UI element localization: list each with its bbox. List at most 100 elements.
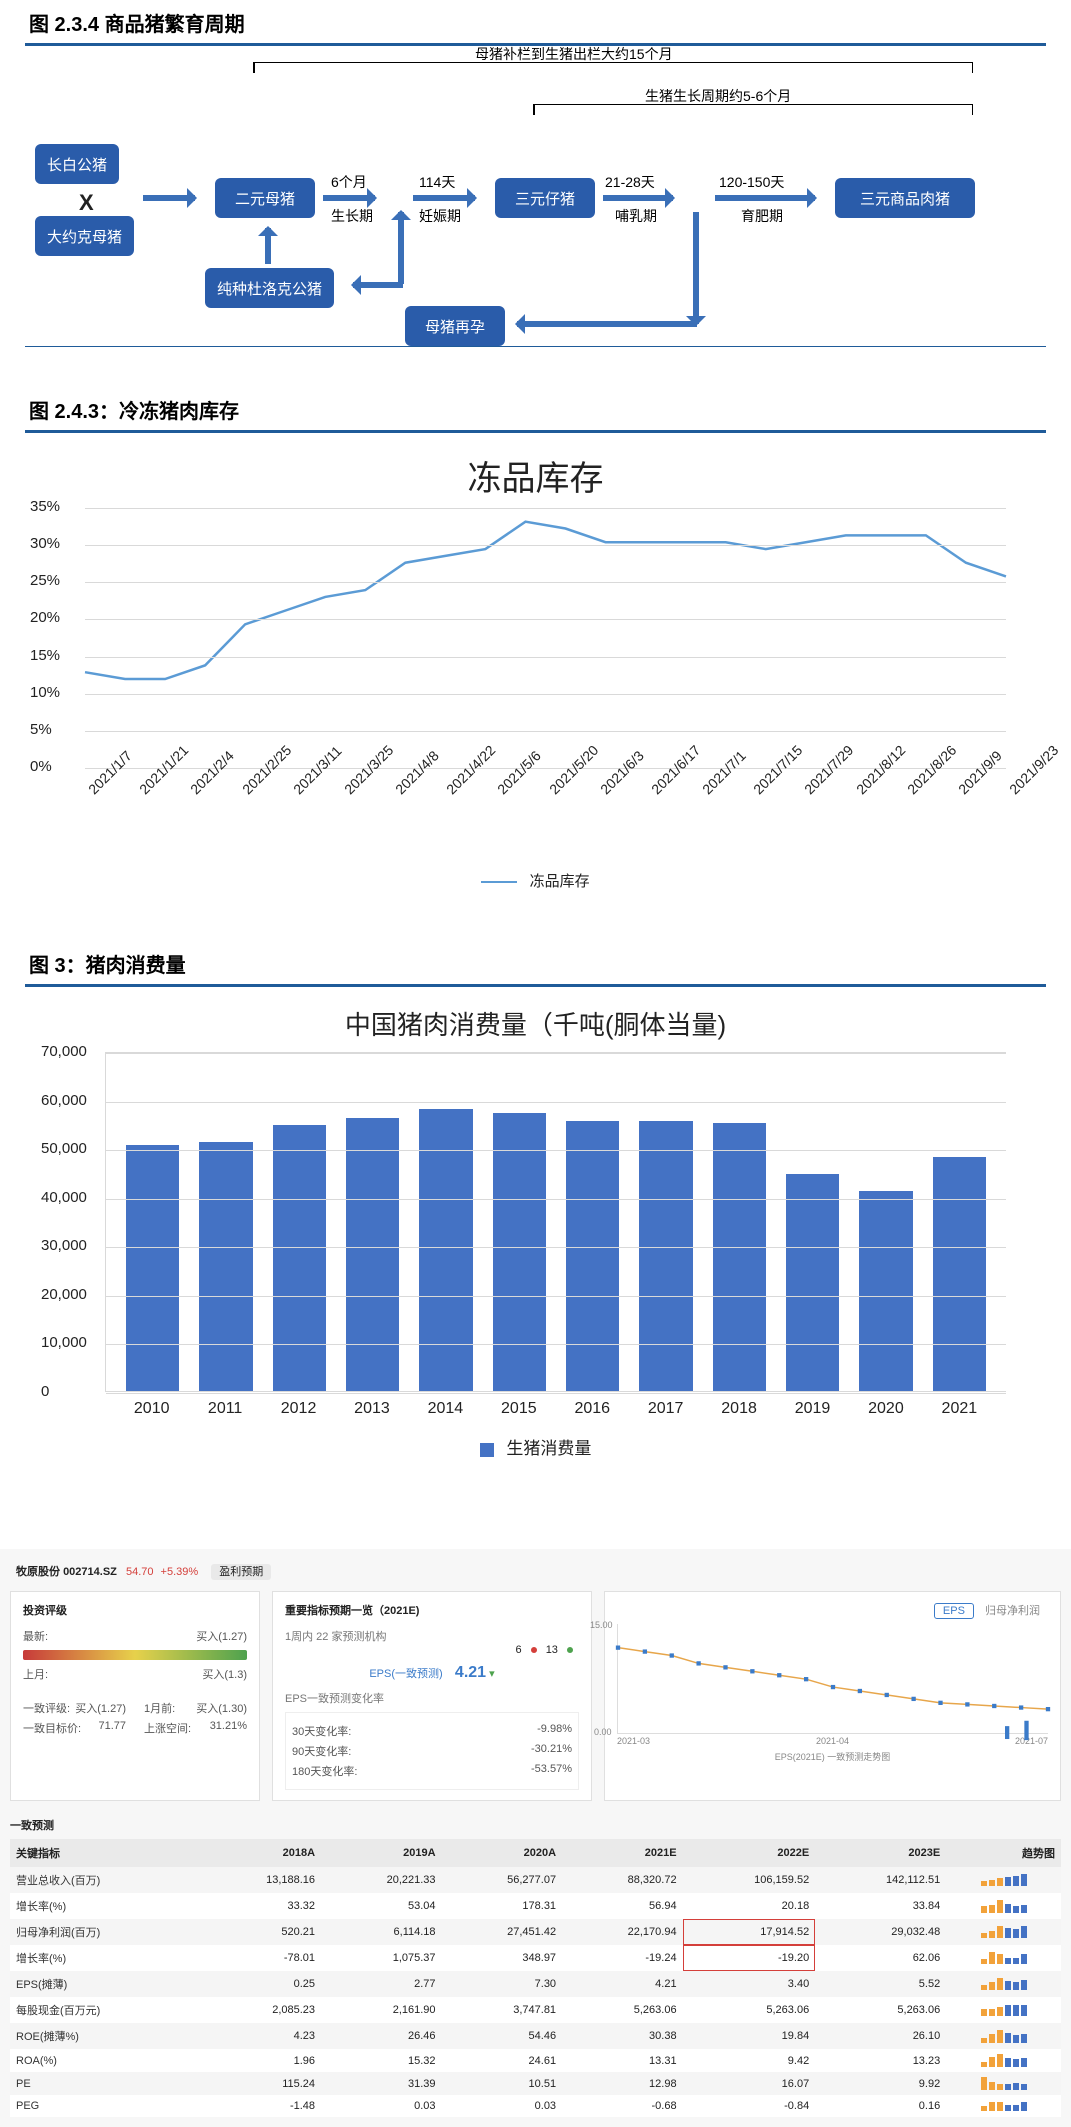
bar (346, 1118, 399, 1391)
eps-sub: 1周内 22 家预测机构 (285, 1628, 579, 1644)
row-val: 7.30 (442, 1971, 563, 1997)
bar-xlabel: 2011 (198, 1400, 251, 1418)
line-ylabel: 0% (30, 758, 52, 775)
arrow-3b-top: 120-150天 (719, 172, 784, 192)
fig3-caption: 图 3：猪肉消费量 (25, 941, 1046, 984)
arrow-up2 (265, 228, 271, 264)
row-val: 2,161.90 (321, 1997, 442, 2023)
rating-r1v: 买入(1.30) (196, 1700, 247, 1716)
line-chart-xaxis: 2021/1/72021/1/212021/2/42021/2/252021/3… (85, 768, 1006, 858)
bar (859, 1191, 912, 1391)
mini-chart-svg (618, 1624, 1048, 1742)
ticker-change: +5.39% (161, 1566, 199, 1578)
row-spark (946, 1971, 1061, 1997)
row-key: PEG (10, 2095, 201, 2117)
tab-eps[interactable]: EPS (934, 1603, 974, 1619)
rating-latest-lbl: 最新: (23, 1628, 48, 1644)
rating-r1k: 1月前: (144, 1700, 175, 1716)
eps-dot2: 13 (546, 1644, 558, 1656)
row-val: 10.51 (442, 2072, 563, 2095)
eps-w2v: -30.21% (531, 1743, 572, 1759)
arrow-back-1 (353, 282, 403, 288)
eps-trend-card: EPS 归母净利润 15.00 0.00 2021-03 2021-04 202… (604, 1591, 1061, 1801)
tab-netprofit[interactable]: 归母净利润 (977, 1604, 1048, 1618)
ticker-tag[interactable]: 盈利预期 (211, 1564, 271, 1580)
row-val: -19.24 (562, 1945, 683, 1971)
eps-w2k: 90天变化率: (292, 1743, 351, 1759)
bar-xlabel: 2017 (639, 1400, 692, 1418)
fig243-caption: 图 2.4.3：冷冻猪肉库存 (25, 387, 1046, 430)
row-val: 19.84 (683, 2023, 816, 2049)
mini-footnote: EPS(2021E) 一致预测走势图 (617, 1750, 1048, 1763)
eps-w3k: 180天变化率: (292, 1763, 357, 1779)
bar-xlabel: 2020 (859, 1400, 912, 1418)
bar-ylabel: 60,000 (41, 1092, 87, 1109)
row-val: 5,263.06 (815, 1997, 946, 2023)
bar-xlabel: 2015 (492, 1400, 545, 1418)
row-val: 17,914.52 (683, 1919, 816, 1945)
bar-ylabel: 20,000 (41, 1286, 87, 1303)
row-val: 26.46 (321, 2023, 442, 2049)
arrow-3a-sub: 哺乳期 (615, 206, 657, 226)
eps-w1k: 30天变化率: (292, 1723, 351, 1739)
bar-xlabel: 2019 (786, 1400, 839, 1418)
row-spark (946, 1997, 1061, 2023)
row-key: 归母净利润(百万) (10, 1919, 201, 1945)
rating-latest-val: 买入(1.27) (196, 1628, 247, 1644)
eps-card: 重要指标预期一览（2021E) 1周内 22 家预测机构 6 13 EPS(一致… (272, 1591, 592, 1801)
bar-ylabel: 40,000 (41, 1189, 87, 1206)
row-val: -0.84 (683, 2095, 816, 2117)
eps-title: 重要指标预期一览（2021E) (285, 1602, 579, 1618)
ticker-price: 54.70 (126, 1566, 154, 1578)
arrow-1 (143, 195, 195, 201)
fig234-caption: 图 2.3.4 商品猪繁育周期 (25, 0, 1046, 43)
row-val: 106,159.52 (683, 1867, 816, 1893)
table-row: PEG-1.480.030.03-0.68-0.840.16 (10, 2095, 1061, 2117)
row-key: 增长率(%) (10, 1893, 201, 1919)
bar-ylabel: 50,000 (41, 1140, 87, 1157)
row-spark (946, 2023, 1061, 2049)
table-row: 营业总收入(百万)13,188.1620,221.3356,277.0788,3… (10, 1867, 1061, 1893)
red-dot-icon (531, 1647, 537, 1653)
line-ylabel: 5% (30, 721, 52, 738)
node-changbai: 长白公猪 (35, 144, 119, 184)
bar-xlabel: 2012 (272, 1400, 325, 1418)
row-val: 5,263.06 (683, 1997, 816, 2023)
rating-r2k: 上涨空间: (144, 1720, 191, 1736)
table-header: 2018A (201, 1839, 322, 1867)
bar-ylabel: 0 (41, 1383, 49, 1400)
line-legend-label: 冻品库存 (530, 873, 590, 890)
row-val: 0.03 (321, 2095, 442, 2117)
bar-xlabel: 2018 (712, 1400, 765, 1418)
row-val: 16.07 (683, 2072, 816, 2095)
row-val: 13,188.16 (201, 1867, 322, 1893)
eps-metric-val: 4.21 (455, 1664, 486, 1681)
table-row: ROA(%)1.9615.3224.6113.319.4213.23 (10, 2049, 1061, 2072)
bar-chart-bars (106, 1053, 1006, 1391)
row-val: 9.92 (815, 2072, 946, 2095)
row-val: -1.48 (201, 2095, 322, 2117)
bar-xlabel: 2021 (933, 1400, 986, 1418)
row-val: 2.77 (321, 1971, 442, 1997)
bar-xlabel: 2013 (345, 1400, 398, 1418)
table-row: PE115.2431.3910.5112.9816.079.92 (10, 2072, 1061, 2095)
row-val: 24.61 (442, 2049, 563, 2072)
bar-legend-label: 生猪消费量 (506, 1439, 591, 1458)
rating-title: 投资评级 (23, 1602, 247, 1618)
rating-card: 投资评级 最新:买入(1.27) 上月:买入(1.3) 一致评级:买入(1.27… (10, 1591, 260, 1801)
row-val: 520.21 (201, 1919, 322, 1945)
ticker-name: 牧原股份 (16, 1566, 60, 1578)
bar (786, 1174, 839, 1391)
line-ylabel: 20% (30, 609, 60, 626)
fig3-rule (25, 984, 1046, 987)
row-val: 1,075.37 (321, 1945, 442, 1971)
rating-prev-lbl: 上月: (23, 1666, 48, 1682)
row-val: -78.01 (201, 1945, 322, 1971)
row-key: ROA(%) (10, 2049, 201, 2072)
eps-w3v: -53.57% (531, 1763, 572, 1779)
bar-chart-title: 中国猪肉消费量（千吨(胴体当量) (25, 1005, 1046, 1042)
arrow-2a-top: 6个月 (331, 172, 367, 192)
row-val: 115.24 (201, 2072, 322, 2095)
row-val: 29,032.48 (815, 1919, 946, 1945)
bar-legend-swatch (480, 1443, 494, 1457)
